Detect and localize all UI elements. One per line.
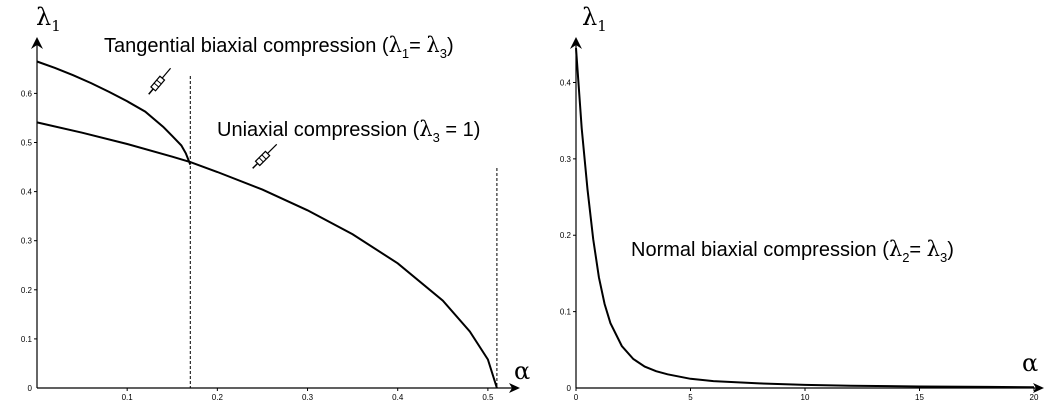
right-y-tick-label: 0.2 bbox=[560, 231, 572, 240]
annotation-normal-sub-a: 2 bbox=[902, 250, 909, 265]
right-y-tick-label: 0.4 bbox=[560, 78, 572, 87]
right-chart: 00.10.20.30.4 0 5 10 15 20 λ1 α Normal biaxi… bbox=[560, 3, 1044, 402]
right-x-ticks: 0 5 10 15 20 bbox=[574, 388, 1039, 402]
left-series-tangential-curve bbox=[36, 60, 192, 165]
annotation-uniaxial: Uniaxial compression (λ3 = 1) bbox=[217, 117, 480, 145]
left-y-label: λ1 bbox=[36, 3, 61, 35]
right-y-tick-label: 0 bbox=[567, 384, 572, 393]
left-y-ticks: 0 0.1 0.2 0.3 0.4 0.5 0.6 bbox=[21, 89, 37, 393]
annotation-normal-sym-a: λ bbox=[889, 237, 902, 261]
annotation-normal-tail: ) bbox=[947, 239, 954, 261]
annotation-normal-sub-b: 3 bbox=[940, 250, 947, 265]
left-x-label: α bbox=[514, 357, 530, 385]
right-y-tick-label: 0.1 bbox=[560, 308, 572, 317]
annotation-tangential-sym-a: λ bbox=[389, 33, 402, 57]
right-x-tick-label: 0 bbox=[574, 393, 579, 402]
annotation-tangential-eq: = bbox=[409, 35, 426, 57]
annotation-uniaxial-sym-a: λ bbox=[419, 117, 432, 141]
right-y-label-sub: 1 bbox=[597, 17, 607, 35]
left-y-label-symbol: λ bbox=[36, 3, 51, 31]
right-x-arrow bbox=[1033, 383, 1044, 393]
right-y-label: λ1 bbox=[582, 3, 607, 35]
annotation-uniaxial-sub-a: 3 bbox=[433, 130, 440, 145]
left-x-tick-label: 0.2 bbox=[212, 393, 224, 402]
left-y-arrow bbox=[31, 37, 43, 49]
left-x-tick-label: 0.4 bbox=[392, 393, 404, 402]
left-y-tick-label: 0.6 bbox=[21, 89, 33, 98]
right-x-tick-label: 15 bbox=[915, 393, 924, 402]
right-x-tick-label: 10 bbox=[801, 393, 810, 402]
left-y-tick-label: 0.2 bbox=[21, 286, 33, 295]
left-y-tick-label: 0.1 bbox=[21, 335, 33, 344]
annotation-normal-text: Normal biaxial compression ( bbox=[631, 239, 889, 261]
pointer-icon-uniaxial bbox=[252, 143, 278, 169]
right-x-label: α bbox=[1022, 349, 1038, 377]
pointer-icon-tangential bbox=[148, 67, 172, 95]
left-series-uniaxial-curve bbox=[36, 121, 498, 389]
right-y-tick-label: 0.3 bbox=[560, 155, 572, 164]
right-y-label-symbol: λ bbox=[582, 3, 597, 31]
left-x-tick-label: 0.1 bbox=[122, 393, 134, 402]
right-x-tick-label: 20 bbox=[1030, 393, 1039, 402]
annotation-tangential-sym-b: λ bbox=[426, 33, 439, 57]
annotation-tangential-sub-b: 3 bbox=[440, 46, 447, 61]
left-y-label-sub: 1 bbox=[51, 17, 61, 35]
annotation-normal: Normal biaxial compression (λ2= λ3) bbox=[631, 237, 954, 265]
left-y-tick-label: 0.5 bbox=[21, 139, 33, 148]
annotation-normal-sym-b: λ bbox=[927, 237, 940, 261]
annotation-uniaxial-eq: = 1) bbox=[440, 119, 481, 141]
left-x-tick-label: 0.5 bbox=[482, 393, 494, 402]
left-x-tick-label: 0.3 bbox=[302, 393, 314, 402]
left-chart: 00.10.20.30.40.50.6 0.1 0.2 0.3 0.4 0.5 λ1 α… bbox=[21, 3, 530, 402]
left-y-tick-label: 0.3 bbox=[21, 237, 33, 246]
left-x-arrow bbox=[509, 383, 520, 393]
right-y-arrow bbox=[570, 37, 582, 49]
right-x-tick-label: 5 bbox=[688, 393, 693, 402]
right-y-ticks: 0 0.1 0.2 0.3 0.4 bbox=[560, 78, 576, 393]
annotation-uniaxial-text: Uniaxial compression ( bbox=[217, 119, 420, 141]
annotation-tangential-sub-a: 1 bbox=[402, 46, 409, 61]
annotation-tangential-text: Tangential biaxial compression ( bbox=[104, 35, 389, 57]
left-y-tick-label: 0.4 bbox=[21, 188, 33, 197]
annotation-tangential-tail: ) bbox=[447, 35, 454, 57]
annotation-tangential: Tangential biaxial compression (λ1= λ3) bbox=[104, 33, 454, 61]
annotation-normal-eq: = bbox=[909, 239, 926, 261]
left-y-tick-label: 0 bbox=[28, 384, 33, 393]
left-x-ticks: 0.1 0.2 0.3 0.4 0.5 bbox=[122, 388, 494, 402]
right-series-normal-curve bbox=[575, 48, 1035, 389]
